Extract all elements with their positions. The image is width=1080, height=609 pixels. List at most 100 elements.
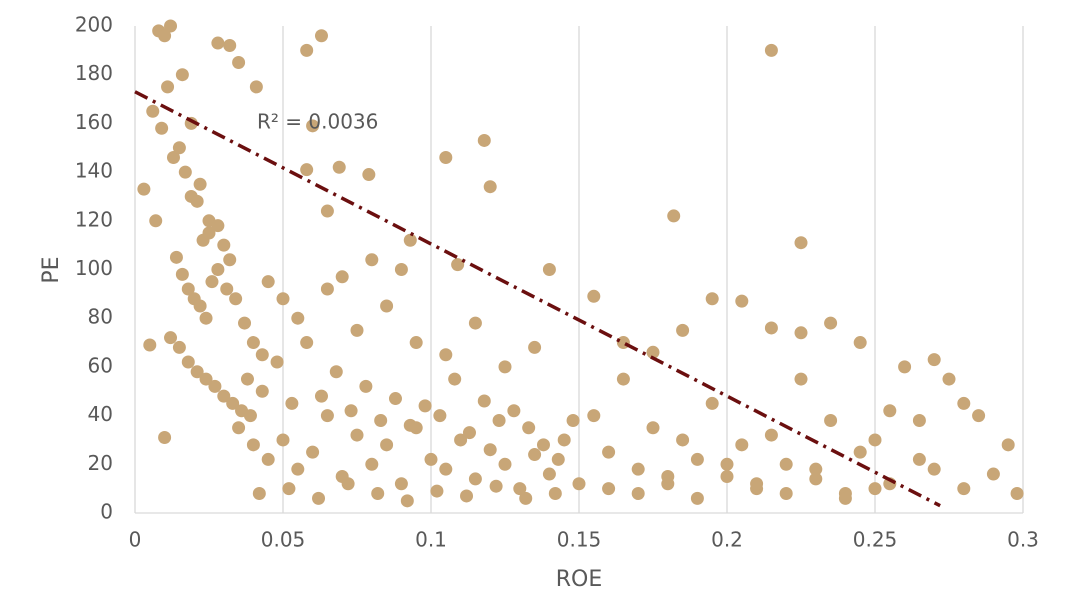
point bbox=[676, 433, 690, 447]
x-tick-label: 0.1 bbox=[415, 528, 447, 552]
point bbox=[439, 462, 453, 476]
point bbox=[193, 299, 207, 313]
point bbox=[394, 477, 408, 491]
point bbox=[587, 289, 601, 303]
point bbox=[181, 355, 195, 369]
y-tick-label: 140 bbox=[75, 159, 113, 183]
point bbox=[220, 282, 234, 296]
point bbox=[172, 340, 186, 354]
x-tick-label: 0.15 bbox=[557, 528, 602, 552]
point bbox=[285, 396, 299, 410]
point bbox=[149, 214, 163, 228]
point bbox=[238, 316, 252, 330]
point bbox=[927, 353, 941, 367]
point bbox=[246, 438, 260, 452]
point bbox=[350, 428, 364, 442]
y-tick-label: 200 bbox=[75, 13, 113, 37]
point bbox=[172, 141, 186, 155]
point bbox=[229, 292, 243, 306]
point bbox=[282, 482, 296, 496]
point bbox=[794, 236, 808, 250]
point bbox=[439, 150, 453, 164]
point bbox=[794, 326, 808, 340]
point bbox=[314, 29, 328, 43]
point bbox=[146, 104, 160, 118]
y-tick-label: 20 bbox=[88, 451, 113, 475]
point bbox=[350, 323, 364, 337]
point bbox=[551, 452, 565, 466]
point bbox=[519, 491, 533, 505]
point bbox=[306, 445, 320, 459]
point bbox=[972, 409, 986, 423]
point bbox=[291, 311, 305, 325]
point bbox=[720, 469, 734, 483]
point bbox=[249, 80, 263, 94]
point bbox=[883, 404, 897, 418]
point bbox=[409, 336, 423, 350]
point bbox=[483, 443, 497, 457]
point bbox=[528, 340, 542, 354]
point bbox=[208, 379, 222, 393]
point bbox=[211, 219, 225, 233]
point bbox=[143, 338, 157, 352]
point bbox=[232, 56, 246, 70]
point bbox=[261, 275, 275, 289]
point bbox=[566, 413, 580, 427]
point bbox=[477, 394, 491, 408]
point bbox=[320, 409, 334, 423]
point bbox=[217, 238, 231, 252]
point bbox=[548, 487, 562, 501]
point bbox=[199, 372, 213, 386]
point bbox=[190, 194, 204, 208]
point bbox=[779, 457, 793, 471]
point bbox=[927, 462, 941, 476]
point bbox=[557, 433, 571, 447]
point bbox=[181, 282, 195, 296]
point bbox=[942, 372, 956, 386]
point bbox=[868, 433, 882, 447]
point bbox=[468, 472, 482, 486]
point bbox=[175, 68, 189, 82]
y-tick-label: 180 bbox=[75, 61, 113, 85]
point bbox=[794, 372, 808, 386]
point bbox=[190, 365, 204, 379]
y-tick-label: 40 bbox=[88, 402, 113, 426]
point bbox=[853, 336, 867, 350]
trendline bbox=[134, 90, 941, 508]
point bbox=[365, 457, 379, 471]
point bbox=[211, 36, 225, 50]
point bbox=[433, 409, 447, 423]
point bbox=[1001, 438, 1015, 452]
point bbox=[720, 457, 734, 471]
point bbox=[1010, 487, 1024, 501]
point bbox=[255, 348, 269, 362]
point bbox=[217, 389, 231, 403]
point bbox=[824, 316, 838, 330]
point bbox=[223, 38, 237, 52]
x-axis-title: ROE bbox=[556, 567, 603, 592]
point bbox=[468, 316, 482, 330]
point bbox=[646, 421, 660, 435]
point bbox=[986, 467, 1000, 481]
point bbox=[838, 491, 852, 505]
point bbox=[300, 163, 314, 177]
point bbox=[528, 448, 542, 462]
point bbox=[430, 484, 444, 498]
point bbox=[690, 452, 704, 466]
point bbox=[202, 226, 216, 240]
point bbox=[764, 43, 778, 57]
point bbox=[572, 477, 586, 491]
point bbox=[809, 462, 823, 476]
point bbox=[166, 150, 180, 164]
point bbox=[199, 311, 213, 325]
point bbox=[300, 43, 314, 57]
y-tick-label: 60 bbox=[88, 353, 113, 377]
point bbox=[451, 258, 465, 272]
point bbox=[616, 372, 630, 386]
point bbox=[359, 379, 373, 393]
point bbox=[460, 489, 474, 503]
point bbox=[270, 355, 284, 369]
point bbox=[232, 421, 246, 435]
point bbox=[489, 479, 503, 493]
